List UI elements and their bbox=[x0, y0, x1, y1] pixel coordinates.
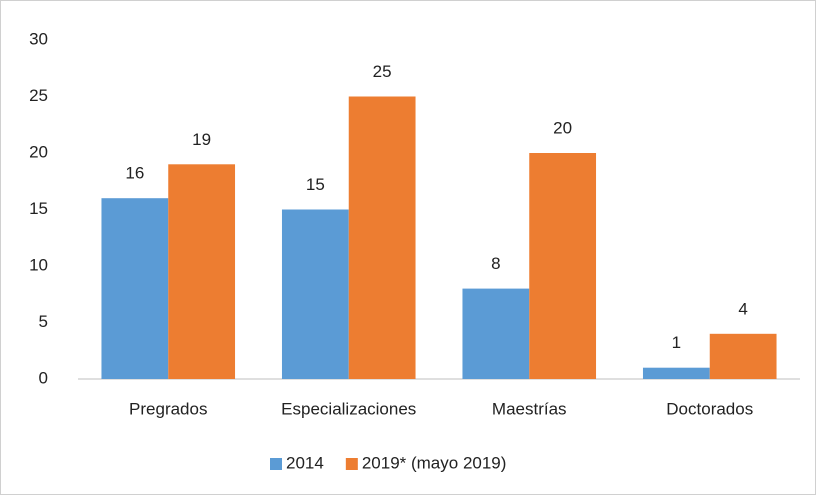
legend-label: 2014 bbox=[286, 453, 324, 472]
legend-swatch bbox=[345, 458, 358, 470]
bar bbox=[709, 333, 777, 379]
data-label: 15 bbox=[306, 175, 325, 194]
bar bbox=[168, 164, 236, 379]
bar bbox=[642, 367, 710, 379]
bar bbox=[348, 96, 416, 379]
legend-label: 2019* (mayo 2019) bbox=[362, 453, 507, 472]
y-tick-label: 0 bbox=[39, 368, 48, 387]
data-label: 25 bbox=[373, 62, 392, 81]
data-label: 16 bbox=[125, 164, 144, 183]
x-tick-label: Especializaciones bbox=[281, 399, 416, 418]
bar bbox=[101, 198, 169, 379]
y-tick-label: 20 bbox=[29, 142, 48, 161]
bar bbox=[281, 209, 349, 379]
data-label: 8 bbox=[491, 254, 500, 273]
y-tick-label: 30 bbox=[29, 29, 48, 48]
data-label: 20 bbox=[553, 118, 572, 137]
x-tick-label: Doctorados bbox=[666, 399, 753, 418]
x-tick-label: Pregrados bbox=[129, 399, 207, 418]
x-tick-label: Maestrías bbox=[492, 399, 567, 418]
y-tick-label: 10 bbox=[29, 255, 48, 274]
bar bbox=[462, 288, 530, 379]
bar bbox=[529, 153, 597, 379]
data-label: 1 bbox=[672, 333, 681, 352]
y-tick-label: 5 bbox=[39, 312, 48, 331]
legend-swatch bbox=[270, 458, 282, 470]
y-tick-label: 15 bbox=[29, 199, 48, 218]
data-label: 4 bbox=[738, 299, 747, 318]
y-tick-label: 25 bbox=[29, 86, 48, 105]
data-label: 19 bbox=[192, 130, 211, 149]
